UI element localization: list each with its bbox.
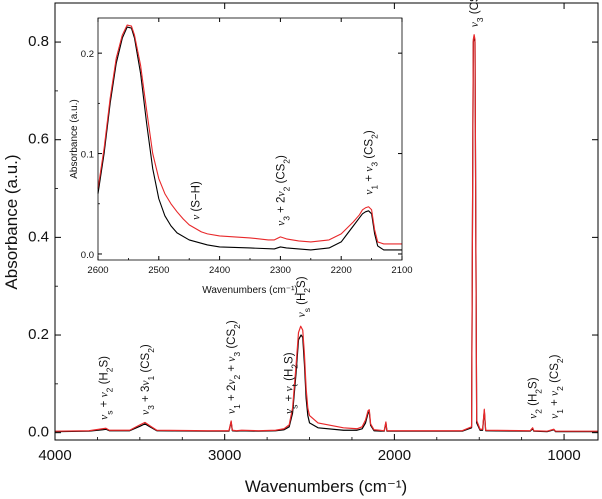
inset-background: [98, 18, 402, 260]
main-annotation: νs (H2S): [296, 276, 312, 317]
inset-plot: 2600 2500 2400 2300 2200 2100 0.0 0.1 0.2 ν (S−…: [69, 17, 413, 296]
main-y-ticks: 0.0 0.2 0.4 0.6 0.8: [28, 33, 598, 441]
inset-annotation: ν1 + ν3 (CS2): [364, 130, 380, 195]
main-x-tick-label: 1000: [547, 447, 580, 464]
main-annotation: νs + νt (H2S): [283, 352, 299, 414]
main-x-axis-title: Wavenumbers (cm⁻¹): [245, 477, 407, 496]
main-y-tick-label: 0.2: [28, 326, 49, 343]
inset-x-tick-label: 2100: [391, 265, 412, 276]
main-annotation: νs + ν2 (H2S): [98, 356, 114, 420]
inset-y-tick-label: 0.0: [81, 250, 94, 261]
inset-y-axis-title: Absorbance (a.u.): [69, 99, 80, 179]
main-x-tick-label: 2000: [378, 447, 411, 464]
main-annotation: ν2 (H2S): [528, 377, 544, 419]
main-x-tick-label: 4000: [38, 447, 71, 464]
main-annotation: ν1 + ν2 (CS2): [549, 354, 565, 419]
inset-annotation: ν3 + 2ν2 (CS2): [275, 155, 291, 226]
inset-x-axis-title: Wavenumbers (cm⁻¹): [202, 285, 297, 296]
main-plot-frame: [54, 2, 599, 441]
inset-y-tick-label: 0.2: [81, 49, 94, 60]
main-x-tick-label: 3000: [208, 447, 241, 464]
main-y-tick-label: 0.4: [28, 228, 49, 245]
main-y-axis-title: Absorbance (a.u.): [2, 154, 21, 289]
main-y-tick-label: 0.6: [28, 131, 49, 148]
main-annotation: ν3 (CS2): [469, 0, 485, 27]
inset-x-tick-label: 2500: [148, 265, 169, 276]
main-series-red-line: [54, 34, 598, 432]
main-y-tick-label: 0.8: [28, 33, 49, 50]
inset-x-ticks: 2600 2500 2400 2300 2200 2100: [87, 18, 413, 276]
main-annotations: νs + ν2 (H2S) ν3 + 3ν1 (CS2) ν1 + 2ν2 + ν3…: [98, 0, 565, 420]
inset-y-tick-label: 0.1: [81, 150, 94, 161]
inset-x-tick-label: 2300: [270, 265, 291, 276]
inset-annotations: ν (S−H) ν3 + 2ν2 (CS2) ν1 + ν3 (CS2): [190, 130, 379, 226]
main-annotation: ν1 + 2ν2 + ν3 (CS2): [226, 320, 242, 414]
main-y-tick-label: 0.0: [28, 424, 49, 441]
main-series-group: [54, 34, 598, 433]
inset-series-group: [97, 24, 402, 251]
inset-annotation: ν (S−H): [190, 181, 202, 220]
main-x-ticks: 4000 3000 2000 1000: [38, 3, 581, 464]
inset-x-tick-label: 2200: [331, 265, 352, 276]
inset-x-tick-label: 2400: [209, 265, 230, 276]
inset-x-tick-label: 2600: [87, 265, 108, 276]
inset-series-red-line: [97, 24, 402, 245]
main-annotation: ν3 + 3ν1 (CS2): [140, 344, 156, 415]
inset-y-ticks: 0.0 0.1 0.2: [81, 49, 402, 261]
inset-series-black-line: [97, 26, 402, 251]
